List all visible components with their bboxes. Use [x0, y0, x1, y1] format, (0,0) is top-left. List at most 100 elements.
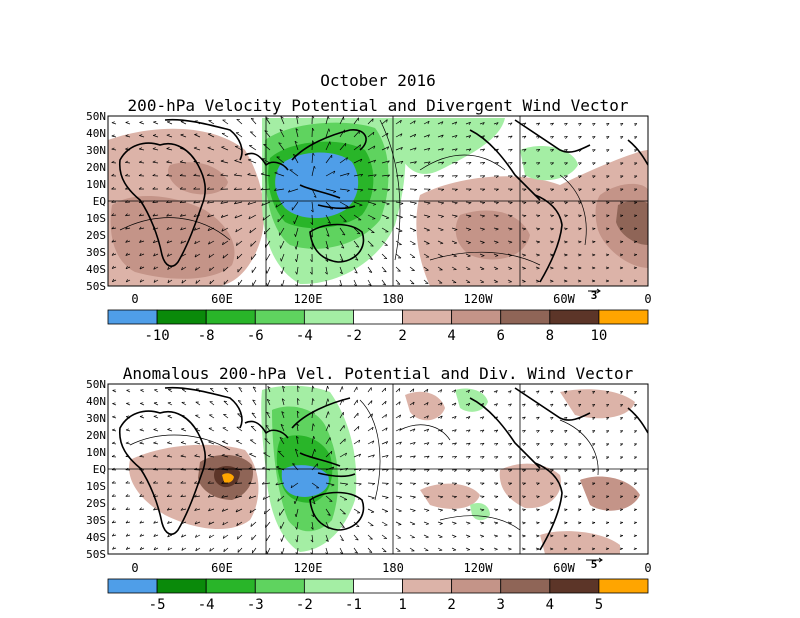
- wind-vector: [367, 534, 373, 540]
- wind-vector-head: [194, 441, 198, 443]
- wind-vector-head: [139, 239, 142, 243]
- wind-vector: [325, 437, 331, 445]
- wind-vector: [507, 279, 512, 283]
- wind-vector-head: [537, 162, 541, 165]
- wind-vector-head: [441, 121, 444, 125]
- wind-vector: [353, 240, 360, 248]
- wind-vector: [111, 135, 117, 138]
- wind-vector-head: [551, 188, 554, 192]
- wind-vector-head: [312, 152, 315, 156]
- wind-vector-head: [208, 133, 212, 135]
- wind-vector: [126, 279, 131, 283]
- wind-vector: [339, 508, 346, 515]
- wind-vector-head: [412, 496, 416, 499]
- wind-vector-head: [606, 456, 610, 460]
- wind-vector-head: [467, 242, 471, 244]
- wind-vector: [194, 134, 201, 138]
- wind-vector-head: [248, 495, 252, 499]
- wind-vector: [381, 400, 387, 406]
- wind-vector: [139, 227, 145, 230]
- wind-vector-head: [344, 438, 346, 442]
- wind-vector: [277, 214, 285, 223]
- wind-vector-head: [522, 281, 526, 283]
- wind-vector-head: [592, 469, 596, 473]
- wind-vector-head: [620, 241, 624, 244]
- panel-1-vector-reference: 3: [588, 288, 601, 302]
- wind-vector: [282, 385, 285, 393]
- wind-vector: [292, 154, 299, 164]
- wind-vector-head: [139, 226, 142, 230]
- wind-vector-head: [139, 279, 142, 283]
- wind-vector: [353, 188, 364, 191]
- wind-vector-head: [399, 455, 403, 459]
- wind-vector-head: [578, 522, 582, 525]
- wind-vector-head: [634, 430, 637, 433]
- wind-vector-head: [578, 241, 582, 244]
- wind-vector-head: [383, 270, 387, 273]
- wind-vector-head: [441, 148, 444, 152]
- wind-vector: [266, 399, 271, 406]
- wind-vector: [549, 214, 554, 216]
- wind-vector-head: [280, 283, 283, 286]
- wind-vector: [423, 495, 430, 498]
- wind-vector-head: [495, 509, 499, 512]
- panel-1-positive-strong-atlantic: [616, 200, 648, 245]
- wind-vector: [222, 427, 229, 432]
- wind-vector-head: [592, 214, 596, 218]
- wind-vector-head: [482, 148, 485, 152]
- wind-vector-head: [385, 497, 389, 499]
- wind-vector-head: [125, 252, 128, 256]
- wind-vector: [409, 214, 417, 218]
- wind-vector: [180, 455, 187, 458]
- wind-vector: [367, 227, 375, 233]
- wind-vector: [507, 266, 512, 269]
- wind-vector: [167, 508, 173, 511]
- wind-vector: [153, 547, 159, 551]
- wind-vector: [153, 495, 159, 497]
- wind-vector-head: [592, 175, 596, 179]
- wind-vector: [451, 534, 457, 537]
- wind-vector: [180, 121, 187, 125]
- panel-1-colorbar: [107, 309, 649, 325]
- wind-vector: [181, 279, 187, 284]
- wind-vector: [296, 266, 299, 275]
- wind-vector-head: [166, 213, 169, 217]
- colorbar-swatch: [500, 578, 551, 594]
- wind-vector: [235, 508, 243, 513]
- wind-vector-head: [166, 133, 170, 136]
- colorbar-swatch: [598, 309, 649, 325]
- lon-label: 180: [382, 292, 404, 306]
- wind-vector-head: [426, 455, 430, 459]
- lon-label: 120W: [464, 292, 494, 306]
- wind-vector-head: [591, 535, 596, 538]
- wind-vector: [167, 415, 173, 419]
- wind-vector: [465, 534, 471, 537]
- wind-vector: [281, 398, 285, 406]
- wind-vector-head: [509, 429, 512, 433]
- wind-vector: [138, 201, 145, 203]
- lat-label: 50N: [86, 110, 106, 123]
- wind-vector-head: [220, 201, 224, 204]
- wind-vector-head: [468, 215, 472, 218]
- wind-vector-head: [495, 215, 499, 218]
- wind-vector: [367, 440, 375, 445]
- wind-vector: [493, 253, 499, 256]
- wind-vector: [437, 415, 443, 419]
- wind-vector-head: [536, 228, 540, 231]
- wind-vector-head: [439, 523, 443, 525]
- wind-vector: [125, 534, 131, 537]
- wind-vector: [294, 214, 299, 225]
- wind-vector-head: [312, 385, 315, 389]
- wind-vector-head: [354, 551, 358, 554]
- wind-vector-head: [252, 386, 257, 389]
- wind-vector-head: [260, 187, 264, 191]
- wind-vector-head: [467, 469, 471, 472]
- panel-2-colorbar: [107, 578, 649, 594]
- wind-vector: [395, 240, 402, 245]
- wind-vector: [153, 534, 159, 537]
- wind-vector: [353, 426, 360, 432]
- wind-vector: [409, 388, 415, 393]
- wind-vector: [423, 134, 430, 138]
- wind-vector: [353, 201, 363, 206]
- wind-vector: [237, 266, 243, 273]
